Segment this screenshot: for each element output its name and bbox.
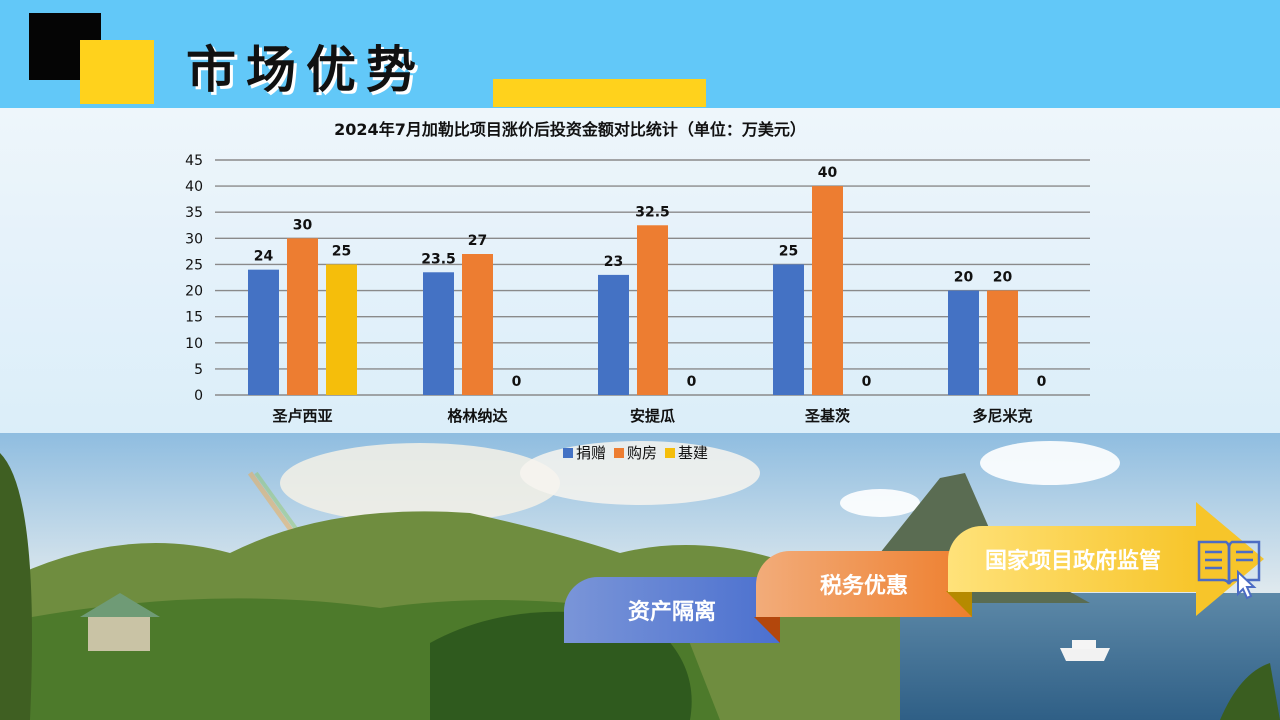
x-tick-label: 格林纳达 [447, 407, 507, 425]
data-label: 0 [862, 374, 872, 390]
arrow-fold [754, 617, 780, 643]
legend-swatch [665, 447, 676, 458]
decor-yellow-bar [493, 79, 706, 107]
arrow-fold [946, 591, 972, 617]
bar [598, 274, 629, 395]
x-tick-label: 安提瓜 [630, 407, 675, 425]
advantage-label: 税务优惠 [819, 574, 908, 599]
data-label: 24 [254, 249, 274, 265]
legend-label: 捐赠 [576, 444, 607, 462]
legend-item: 基建 [665, 442, 708, 463]
data-label: 0 [512, 374, 522, 390]
advantage-government-supervision: 国家项目政府监管 [948, 526, 1198, 592]
advantage-tax-benefit: 税务优惠 [756, 551, 972, 617]
y-tick-label: 35 [185, 205, 203, 221]
legend-label: 购房 [627, 444, 658, 462]
bar-chart: 2024年7月加勒比项目涨价后投资金额对比统计（单位：万美元） 0 5 10 15 20 2… [185, 120, 1090, 425]
y-tick-label: 40 [185, 179, 203, 195]
advantage-asset-isolation: 资产隔离 [564, 577, 780, 643]
y-tick-label: 0 [194, 388, 203, 404]
y-tick-label: 10 [185, 336, 203, 352]
bar [248, 269, 279, 395]
legend-swatch [614, 447, 625, 458]
decor-yellow-square [80, 40, 154, 104]
data-label: 20 [954, 270, 974, 286]
legend-item: 捐赠 [563, 442, 606, 463]
y-tick-label: 20 [185, 284, 203, 300]
bar [423, 272, 454, 395]
y-tick-label: 15 [185, 310, 203, 326]
chart-legend: 捐赠 购房 基建 [563, 442, 708, 463]
data-label: 32.5 [635, 204, 670, 220]
data-label: 25 [332, 243, 351, 259]
y-tick-label: 5 [194, 362, 203, 378]
y-tick-label: 30 [185, 231, 203, 247]
x-tick-label: 多尼米克 [972, 407, 1032, 425]
data-label: 23.5 [421, 251, 456, 267]
data-label: 23 [604, 254, 623, 270]
bar [773, 264, 804, 395]
data-label: 25 [779, 243, 798, 259]
data-label: 0 [1037, 374, 1047, 390]
bar [987, 290, 1018, 395]
legend-swatch [563, 447, 573, 458]
advantage-label: 国家项目政府监管 [984, 549, 1161, 574]
bar [812, 186, 843, 395]
x-tick-label: 圣卢西亚 [271, 407, 332, 425]
x-tick-label: 圣基茨 [804, 407, 850, 425]
bar [287, 238, 318, 395]
data-label: 27 [468, 233, 487, 249]
data-label: 40 [818, 165, 838, 181]
advantage-label: 资产隔离 [627, 600, 716, 625]
chart-title: 2024年7月加勒比项目涨价后投资金额对比统计（单位：万美元） [334, 120, 806, 139]
data-label: 30 [293, 217, 313, 233]
y-tick-label: 25 [185, 257, 203, 273]
bar [326, 264, 357, 395]
y-tick-label: 45 [185, 153, 203, 169]
page-title: 市场优势 [186, 41, 426, 99]
legend-label: 基建 [678, 444, 709, 462]
bar [462, 254, 493, 395]
data-label: 0 [687, 374, 697, 390]
book-cursor-icon [1197, 540, 1261, 600]
data-label: 20 [993, 270, 1013, 286]
legend-item: 购房 [614, 442, 657, 463]
bar [637, 225, 668, 395]
bar [948, 290, 979, 395]
